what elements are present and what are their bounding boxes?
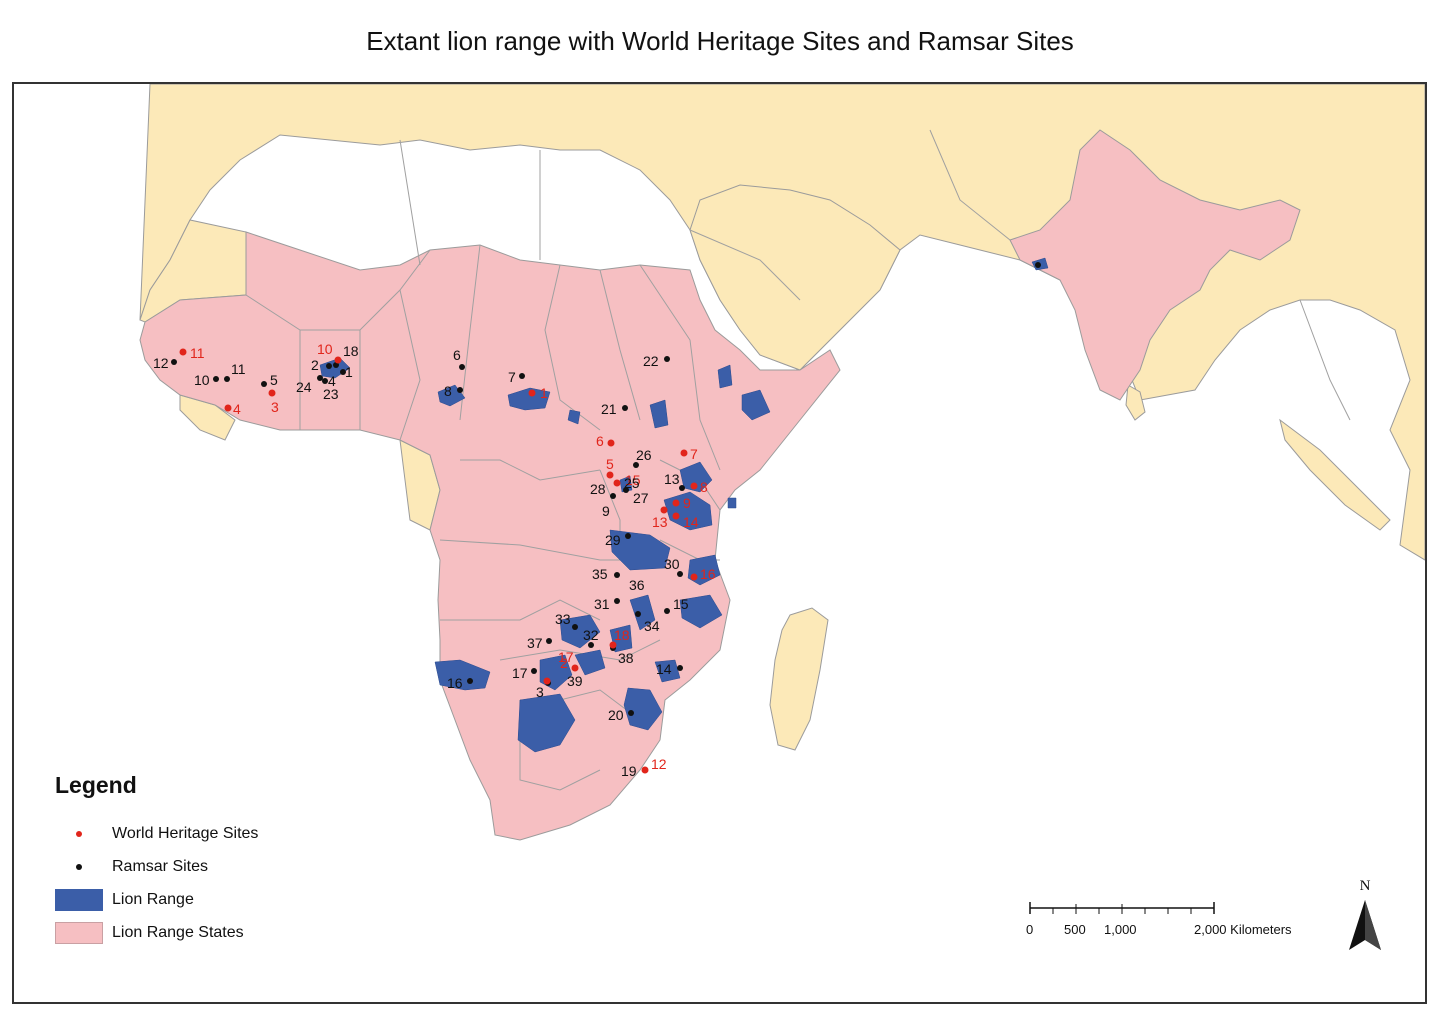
ramsar-label-21: 21 [601, 401, 617, 417]
ramsar-label-4: 4 [328, 373, 336, 389]
scale-label-500: 500 [1064, 922, 1086, 937]
ramsar-site-labels: 1 2 3 4 5 6 7 8 9 10 11 12 13 14 15 16 1… [153, 343, 689, 779]
whs-label-12: 12 [651, 756, 667, 772]
ramsar-label-18: 18 [343, 343, 359, 359]
north-label: N [1359, 878, 1371, 894]
legend-item-lion-range: Lion Range [55, 883, 315, 916]
ramsar-label-25: 25 [624, 475, 640, 491]
legend-label: Ramsar Sites [112, 857, 209, 875]
world-heritage-site-markers [179, 348, 698, 774]
ramsar-label-35: 35 [592, 566, 608, 582]
ramsar-label-30: 30 [664, 556, 680, 572]
ramsar-label-39: 39 [567, 673, 583, 689]
scale-bar-line [1029, 902, 1215, 914]
legend-item-lion-range-states: Lion Range States [55, 916, 315, 949]
ramsar-label-2: 2 [311, 357, 319, 373]
ramsar-label-14: 14 [656, 661, 672, 677]
ramsar-label-31: 31 [594, 596, 610, 612]
ramsar-label-17: 17 [512, 665, 528, 681]
whs-label-11: 11 [190, 345, 205, 361]
ramsar-label-1: 1 [345, 364, 353, 380]
whs-label-9: 9 [683, 495, 691, 511]
pink-fill-swatch-icon [55, 921, 103, 944]
ramsar-label-36: 36 [629, 577, 645, 593]
ramsar-label-27: 27 [633, 490, 649, 506]
north-arrow-icon [1349, 900, 1381, 950]
ramsar-label-3: 3 [536, 684, 544, 700]
ramsar-label-11: 11 [231, 361, 246, 377]
ramsar-label-10: 10 [194, 372, 210, 388]
ramsar-label-20: 20 [608, 707, 624, 723]
map-title: Extant lion range with World Heritage Si… [366, 26, 1074, 56]
ramsar-label-9: 9 [602, 503, 610, 519]
legend-item-ramsar: Ramsar Sites [55, 850, 315, 883]
whs-label-15: 15 [625, 472, 641, 488]
ramsar-label-6: 6 [453, 347, 461, 363]
blue-fill-swatch-icon [55, 888, 103, 911]
legend-label: Lion Range [112, 890, 194, 908]
india [1009, 129, 1301, 401]
sumatra [1279, 418, 1391, 531]
ramsar-label-5: 5 [270, 372, 278, 388]
ramsar-label-23: 23 [323, 386, 339, 402]
legend-title: Legend [55, 772, 137, 798]
ramsar-label-28: 28 [590, 481, 606, 497]
whs-label-10: 10 [317, 341, 333, 357]
legend: Legend World Heritage Sites Ramsar Sites… [55, 772, 315, 949]
whs-label-4: 4 [233, 401, 241, 417]
africa-lion-range-states [139, 231, 841, 841]
whs-label-8: 8 [700, 479, 708, 495]
ramsar-label-37: 37 [527, 635, 543, 651]
whs-label-13: 13 [652, 514, 668, 530]
ramsar-label-22: 22 [643, 353, 659, 369]
whs-label-5: 5 [606, 456, 614, 472]
scale-label-0: 0 [1026, 922, 1034, 937]
ramsar-label-12: 12 [153, 355, 169, 371]
ramsar-label-33: 33 [555, 611, 571, 627]
ramsar-label-26: 26 [636, 447, 652, 463]
ramsar-label-16: 16 [447, 675, 463, 691]
ramsar-label-8: 8 [444, 383, 452, 399]
whs-label-18: 18 [614, 627, 630, 643]
arabian-peninsula [689, 184, 901, 371]
scale-bar: 0 500 1,000 2,000 Kilometers [1020, 900, 1340, 945]
whs-label-16: 16 [700, 566, 716, 582]
red-dot-icon [55, 823, 103, 845]
lion-range-states [139, 129, 1301, 841]
world-heritage-site-labels: 1 2 3 4 5 6 7 8 9 10 11 12 13 14 15 16 1… [190, 341, 716, 772]
ramsar-label-38: 38 [618, 650, 634, 666]
whs-label-6: 6 [596, 433, 604, 449]
scale-label-2000: 2,000 Kilometers [1194, 922, 1292, 937]
ramsar-label-19: 19 [621, 763, 637, 779]
whs-label-1: 1 [540, 385, 548, 401]
ramsar-label-24: 24 [296, 379, 312, 395]
whs-label-7: 7 [690, 446, 698, 462]
north-arrow: N [1345, 878, 1385, 958]
ramsar-label-32: 32 [583, 627, 599, 643]
whs-label-2: 2 [560, 655, 568, 671]
ramsar-label-7: 7 [508, 369, 516, 385]
madagascar [769, 607, 829, 751]
ramsar-label-15: 15 [673, 596, 689, 612]
whs-label-17: 17 [558, 649, 574, 665]
legend-label: Lion Range States [112, 923, 244, 941]
ramsar-label-13: 13 [664, 471, 680, 487]
whs-label-3: 3 [271, 399, 279, 415]
whs-label-14: 14 [683, 514, 699, 530]
ramsar-label-29: 29 [605, 532, 621, 548]
sri-lanka [1125, 384, 1146, 421]
ramsar-label-34: 34 [644, 618, 660, 634]
black-dot-icon [55, 856, 103, 878]
scale-label-1000: 1,000 [1104, 922, 1137, 937]
legend-label: World Heritage Sites [112, 824, 259, 842]
legend-item-world-heritage: World Heritage Sites [55, 817, 315, 850]
